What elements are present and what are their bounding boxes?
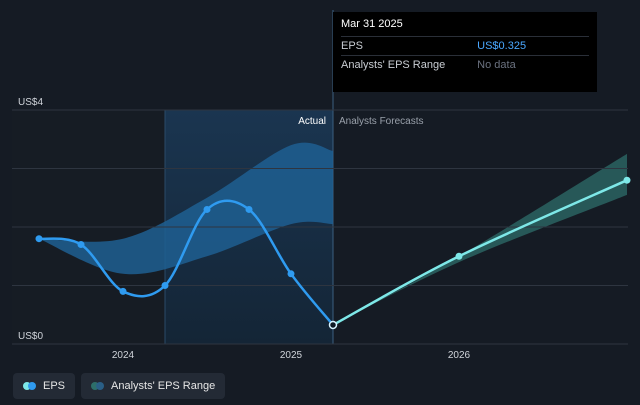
tooltip-eps-value: US$0.325 <box>477 40 527 52</box>
data-tooltip: Mar 31 2025 EPS US$0.325 Analysts' EPS R… <box>333 12 597 92</box>
x-tick-label: 2024 <box>112 350 135 361</box>
eps-chart: US$4 US$0 Actual Analysts Forecasts 2024… <box>12 10 631 361</box>
actual-eps-point <box>77 241 85 249</box>
tooltip-date: Mar 31 2025 <box>341 18 403 30</box>
range-legend-icon <box>91 382 105 390</box>
legend-range-label: Analysts' EPS Range <box>111 380 216 392</box>
tooltip-range-label: Analysts' EPS Range <box>341 59 446 71</box>
legend-eps-label: EPS <box>43 380 66 392</box>
actual-eps-point <box>119 287 127 295</box>
actual-eps-point <box>328 320 338 330</box>
actual-eps-point <box>161 282 169 289</box>
actual-eps-point <box>245 205 253 213</box>
tooltip-eps-label: EPS <box>341 40 364 52</box>
actual-eps-line <box>38 199 334 326</box>
y-tick-label-bottom: US$0 <box>18 331 43 342</box>
section-label-forecast: Analysts Forecasts <box>339 116 423 127</box>
tooltip-row-range: Analysts' EPS Range No data <box>341 55 589 74</box>
tooltip-row-eps: EPS US$0.325 <box>341 36 589 55</box>
legend-item-range[interactable]: Analysts' EPS Range <box>81 373 226 399</box>
forecast-eps-point <box>455 252 463 260</box>
chart-legend: EPS Analysts' EPS Range <box>13 373 226 399</box>
actual-eps-range-band <box>39 142 333 275</box>
x-tick-label: 2025 <box>280 350 303 361</box>
forecast-eps-point <box>623 176 631 184</box>
x-tick-label: 2026 <box>448 350 471 361</box>
actual-eps-point <box>35 235 43 243</box>
actual-eps-point <box>203 205 211 213</box>
actual-eps-point <box>287 270 295 278</box>
legend-item-eps[interactable]: EPS <box>13 373 76 399</box>
section-label-actual: Actual <box>298 116 326 127</box>
y-tick-label-top: US$4 <box>18 97 43 108</box>
eps-legend-icon <box>23 382 37 390</box>
tooltip-range-value: No data <box>477 59 516 71</box>
